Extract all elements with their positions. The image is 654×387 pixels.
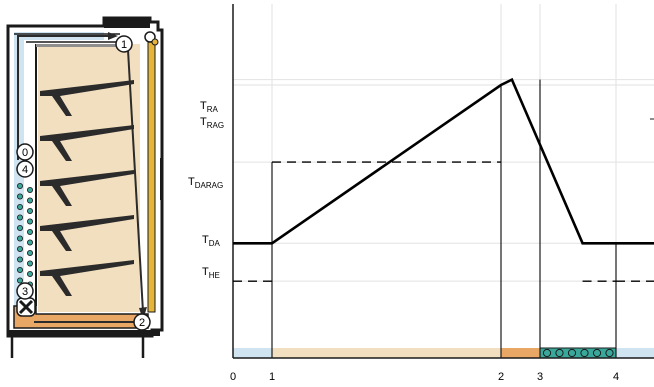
coil-dot — [26, 197, 33, 204]
shelf — [40, 125, 134, 161]
point-label-4: 4 — [22, 164, 28, 176]
air-path — [17, 32, 147, 323]
x-tick-0: 0 — [230, 371, 236, 383]
shelf — [40, 80, 134, 116]
reference-dashes — [233, 161, 654, 282]
return-air-duct — [14, 32, 104, 306]
strip-coil-dot — [605, 348, 614, 358]
point-marker-3: 3 — [16, 282, 34, 300]
top-coil-2 — [151, 38, 159, 46]
top-coil — [144, 31, 156, 43]
coil-dot — [16, 256, 23, 263]
coil-dot — [16, 245, 23, 252]
x-tick-1: 1 — [269, 371, 275, 383]
door-channel — [147, 41, 156, 313]
coil-dot — [16, 214, 23, 221]
point-marker-1: 1 — [115, 35, 133, 53]
coil-dot — [26, 207, 33, 214]
coil-dot — [16, 235, 23, 242]
segment-dividers — [271, 79, 617, 358]
x-tick-4: 4 — [613, 371, 619, 383]
strip-coil-dot — [567, 348, 577, 358]
segment-strip-fill — [501, 348, 540, 358]
coil-dot — [26, 270, 33, 277]
coil-dot — [26, 218, 33, 225]
y-label-da: TDA — [202, 234, 221, 248]
x-tick-3: 3 — [537, 371, 543, 383]
y-label-darag: TDARAG — [188, 176, 223, 190]
segment-strip-fill — [540, 348, 616, 358]
temperature-curve — [233, 77, 654, 245]
y-label-ra: TRA — [200, 100, 219, 114]
shelves — [40, 80, 134, 296]
top-unit — [104, 18, 150, 28]
door-handle — [160, 158, 163, 200]
shelf — [40, 215, 134, 251]
coil-dot — [26, 228, 33, 235]
point-marker-0: 0 — [16, 143, 34, 161]
top-air-grille — [36, 44, 126, 47]
grid — [233, 4, 654, 358]
coil-dot — [16, 266, 23, 273]
point-label-1: 1 — [121, 39, 127, 51]
coil-dot — [16, 224, 23, 231]
top-duct-lines — [14, 33, 120, 43]
shelf — [40, 170, 134, 206]
bottom-base — [8, 330, 160, 336]
y-label-rag: TRAG — [200, 116, 224, 130]
point-marker-4: 4 — [16, 160, 34, 178]
strip-coil-dot — [592, 348, 602, 358]
coil-dot — [26, 249, 33, 256]
segment-strip-fill — [616, 348, 654, 358]
point-label-2: 2 — [139, 317, 145, 329]
strip-coil-dot — [542, 348, 552, 358]
evaporator-coils — [16, 182, 33, 288]
shelf — [40, 260, 134, 296]
point-label-0: 0 — [22, 147, 28, 159]
x-tick-2: 2 — [498, 371, 504, 383]
coil-dot — [26, 260, 33, 267]
point-label-3: 3 — [22, 286, 28, 298]
coil-dot — [26, 239, 33, 246]
segment-strip-fills — [233, 347, 654, 359]
coil-dot — [16, 182, 23, 189]
y-label-he: THE — [202, 266, 220, 280]
coil-dot — [16, 277, 23, 284]
strip-coil-dot — [580, 348, 589, 358]
strip-coil-dot — [555, 348, 564, 358]
coil-dot — [16, 193, 23, 200]
fan-icon — [16, 297, 36, 317]
segment-strip-fill — [233, 348, 272, 358]
point-marker-2: 2 — [133, 313, 151, 331]
coil-dot — [26, 186, 33, 193]
coil-dot — [16, 203, 23, 210]
segment-strip-fill — [272, 348, 501, 358]
temperature-chart: TRA TRAG TDARAG TDA THE 0 1 2 3 4 — [188, 4, 654, 383]
cabinet-diagram: 1 2 3 0 4 — [6, 16, 164, 358]
